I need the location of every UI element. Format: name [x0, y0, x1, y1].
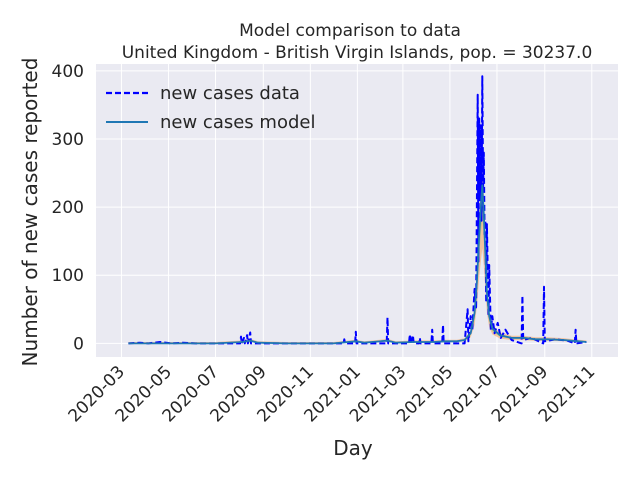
- legend: new cases data new cases model: [106, 83, 315, 133]
- y-tick-labels: 0 100 200 300 400: [52, 62, 84, 355]
- y-axis-label: Number of new cases reported: [18, 58, 42, 367]
- y-tick-label: 100: [52, 266, 84, 286]
- chart-subtitle: United Kingdom - British Virgin Islands,…: [122, 43, 593, 63]
- y-tick-label: 0: [73, 334, 84, 354]
- series-layer: [128, 75, 587, 345]
- x-tick-labels: 2020-032020-052020-072020-092020-112021-…: [65, 362, 600, 426]
- y-tick-label: 300: [52, 130, 84, 150]
- grid: [96, 64, 618, 357]
- legend-data-label: new cases data: [160, 83, 300, 104]
- series-new-cases-data-line: [128, 75, 587, 345]
- y-tick-label: 400: [52, 62, 84, 82]
- x-axis-label: Day: [333, 436, 373, 460]
- series-new-cases-model-line: [128, 184, 587, 345]
- legend-model-label: new cases model: [160, 112, 315, 133]
- y-tick-label: 200: [52, 198, 84, 218]
- chart-title: Model comparison to data: [239, 21, 461, 41]
